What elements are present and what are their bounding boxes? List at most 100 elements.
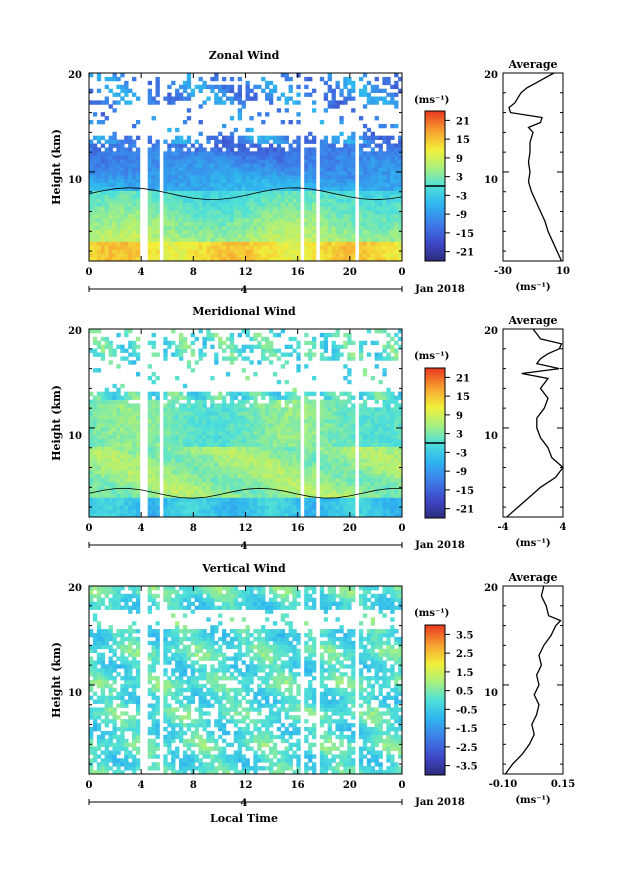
meridional-cell bbox=[292, 473, 297, 479]
zonal-cell bbox=[343, 139, 348, 144]
meridional-cell bbox=[132, 473, 137, 479]
zonal-cell bbox=[233, 206, 239, 211]
zonal-cell bbox=[296, 210, 301, 215]
zonal-cell bbox=[304, 198, 309, 203]
meridional-cell bbox=[280, 450, 286, 455]
zonal-cell bbox=[394, 100, 399, 105]
meridional-cell bbox=[237, 415, 242, 420]
zonal-cell bbox=[374, 143, 379, 148]
zonal-cell bbox=[89, 225, 94, 231]
zonal-cell bbox=[245, 190, 250, 195]
zonal-cell bbox=[394, 104, 399, 109]
meridional-cell bbox=[175, 430, 180, 436]
zonal-cell bbox=[249, 167, 254, 172]
meridional-cell bbox=[284, 399, 289, 404]
meridional-cell bbox=[171, 466, 176, 471]
zonal-cell bbox=[276, 202, 282, 207]
meridional-cell bbox=[261, 434, 266, 440]
meridional-cell bbox=[194, 423, 199, 428]
zonal-cell bbox=[241, 225, 246, 231]
zonal-cell bbox=[222, 249, 227, 254]
zonal-cell bbox=[261, 210, 266, 215]
meridional-cell bbox=[335, 450, 340, 455]
meridional-cell bbox=[304, 403, 309, 408]
meridional-cell bbox=[261, 505, 266, 510]
meridional-cell bbox=[304, 489, 309, 494]
meridional-cell bbox=[222, 438, 227, 443]
zonal-cell bbox=[186, 206, 192, 211]
meridional-cell bbox=[358, 442, 364, 447]
meridional-cell bbox=[241, 501, 246, 506]
meridional-cell bbox=[171, 493, 176, 498]
meridional-cell bbox=[163, 423, 168, 428]
meridional-cell bbox=[89, 493, 94, 498]
meridional-cell bbox=[327, 473, 332, 479]
zonal-cell bbox=[167, 194, 172, 199]
zonal-cell bbox=[198, 202, 203, 207]
meridional-cell bbox=[124, 407, 129, 412]
meridional-cell bbox=[186, 509, 192, 514]
zonal-cell bbox=[296, 139, 301, 144]
meridional-cell bbox=[343, 501, 348, 506]
zonal-cell bbox=[155, 80, 160, 86]
zonal-cell bbox=[292, 167, 297, 172]
meridional-cell bbox=[319, 442, 325, 447]
zonal-cell bbox=[347, 170, 352, 176]
meridional-cell bbox=[163, 419, 168, 424]
zonal-cell bbox=[167, 163, 172, 168]
zonal-cell bbox=[374, 163, 379, 168]
zonal-cell bbox=[390, 186, 395, 191]
meridional-cell bbox=[214, 438, 219, 443]
meridional-cell bbox=[155, 450, 160, 455]
meridional-cell bbox=[268, 458, 274, 463]
zonal-cell bbox=[268, 143, 274, 148]
zonal-cell bbox=[89, 151, 94, 156]
meridional-cell bbox=[178, 430, 184, 436]
meridional-cell bbox=[198, 446, 203, 451]
meridional-cell bbox=[268, 360, 274, 365]
zonal-cell bbox=[272, 257, 278, 262]
meridional-cell bbox=[198, 462, 203, 467]
zonal-cell bbox=[182, 241, 188, 246]
zonal-cell bbox=[308, 249, 313, 254]
zonal-cell bbox=[202, 253, 207, 258]
zonal-cell bbox=[331, 257, 336, 262]
zonal-cell bbox=[358, 190, 364, 195]
zonal-cell bbox=[265, 253, 270, 258]
zonal-cell bbox=[206, 206, 211, 211]
zonal-cell bbox=[194, 221, 199, 227]
zonal-cell bbox=[198, 194, 203, 199]
zonal-dayline bbox=[88, 286, 403, 292]
zonal-cell bbox=[147, 167, 152, 172]
meridional-cell bbox=[327, 470, 332, 475]
meridional-cell bbox=[233, 497, 239, 502]
meridional-cell bbox=[351, 509, 356, 514]
zonal-cell bbox=[382, 221, 387, 227]
meridional-cell bbox=[135, 446, 141, 451]
zonal-cell bbox=[194, 257, 199, 262]
meridional-cell bbox=[261, 348, 266, 353]
meridional-cell bbox=[331, 426, 336, 432]
meridional-cell bbox=[268, 497, 274, 502]
zonal-cell bbox=[366, 186, 372, 191]
zonal-cell bbox=[268, 229, 274, 234]
zonal-cell bbox=[280, 198, 286, 203]
meridional-cell bbox=[335, 423, 340, 428]
zonal-cell bbox=[366, 167, 372, 172]
zonal-cell bbox=[147, 155, 152, 160]
meridional-cell bbox=[151, 470, 156, 475]
zonal-cell bbox=[241, 174, 246, 180]
zonal-cell bbox=[190, 202, 196, 207]
zonal-cell bbox=[229, 253, 235, 258]
zonal-cell bbox=[206, 253, 211, 258]
zonal-cell bbox=[296, 202, 301, 207]
zonal-cell bbox=[261, 147, 266, 152]
meridional-cell bbox=[163, 403, 168, 408]
zonal-cell bbox=[120, 214, 125, 219]
meridional-cell bbox=[312, 454, 317, 459]
meridional-cell bbox=[128, 415, 133, 420]
zonal-cell bbox=[339, 194, 344, 199]
meridional-cell bbox=[304, 473, 309, 479]
zonal-cell bbox=[370, 170, 376, 176]
meridional-cell bbox=[89, 442, 94, 447]
